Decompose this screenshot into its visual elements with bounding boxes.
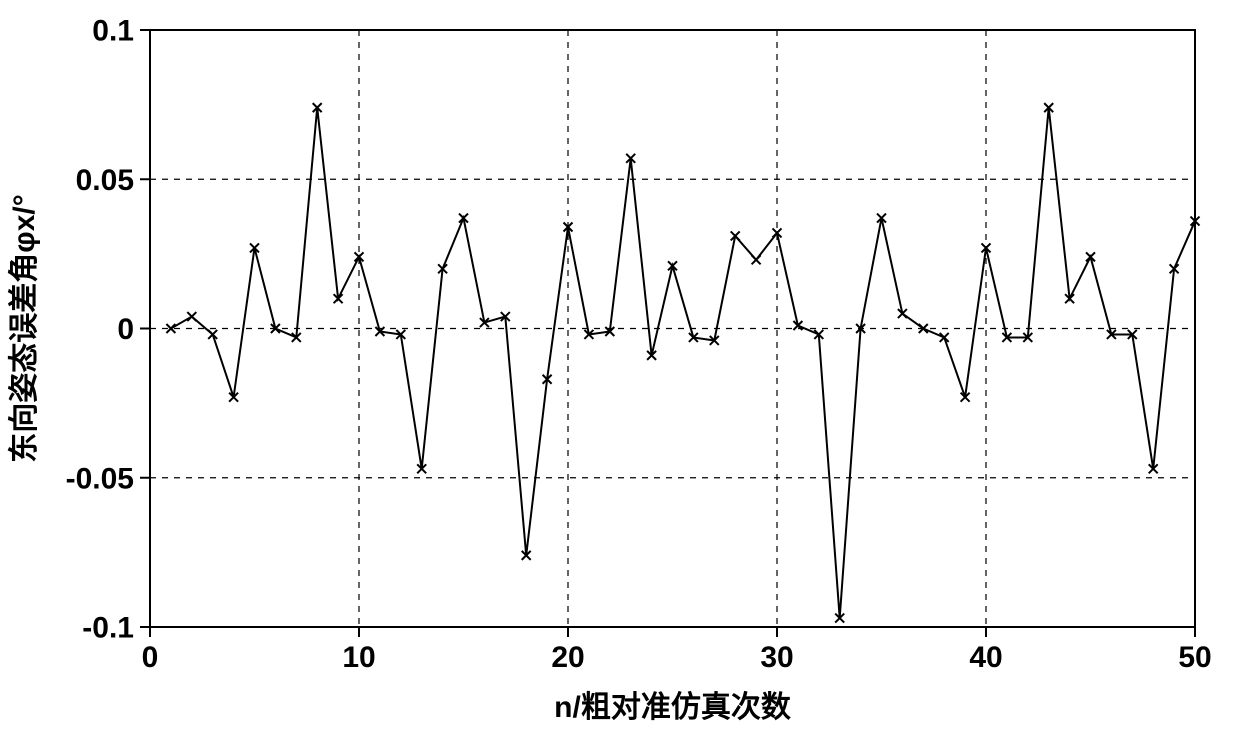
x-tick-label: 0	[142, 641, 159, 674]
x-tick-label: 50	[1178, 641, 1211, 674]
x-tick-label: 30	[760, 641, 793, 674]
y-tick-label: 0	[117, 313, 134, 346]
x-tick-label: 20	[551, 641, 584, 674]
y-tick-label: 0.05	[76, 164, 134, 197]
chart-container: 0 10 20 30 40 50 -0.1 -0.05 0 0.05 0.1 n/粗对准仿真次数 东向姿…	[0, 0, 1240, 747]
y-axis-label: 东向姿态误差角φx/°	[7, 194, 41, 462]
y-tick-label: -0.05	[66, 462, 134, 495]
y-tick-label: -0.1	[82, 612, 134, 645]
line-chart: 0 10 20 30 40 50 -0.1 -0.05 0 0.05 0.1 n/粗对准仿真次数 东向姿…	[0, 0, 1240, 747]
x-axis-label: n/粗对准仿真次数	[554, 691, 792, 724]
x-tick-label: 40	[969, 641, 1002, 674]
x-tick-label: 10	[342, 641, 375, 674]
y-tick-label: 0.1	[92, 15, 134, 48]
